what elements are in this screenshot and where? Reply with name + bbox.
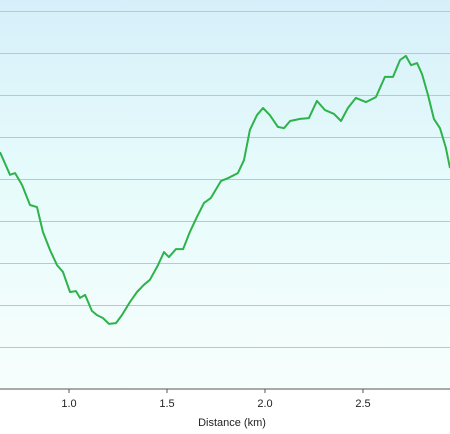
x-axis-label: Distance (km)	[198, 417, 266, 429]
x-tick-label: 1.0	[61, 398, 76, 410]
x-tick-label: 1.5	[159, 398, 174, 410]
x-tick-label: 2.0	[257, 398, 272, 410]
plot-background	[0, 0, 450, 389]
x-tick-label: 2.5	[355, 398, 370, 410]
elevation-line	[0, 54, 450, 325]
